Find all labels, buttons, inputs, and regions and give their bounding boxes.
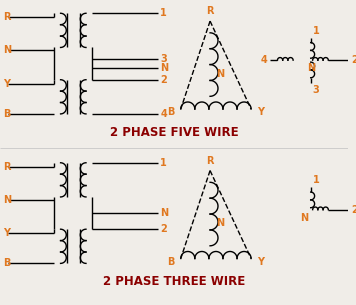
- Text: 2 PHASE FIVE WIRE: 2 PHASE FIVE WIRE: [110, 126, 238, 139]
- Text: R: R: [206, 156, 214, 166]
- Text: 4: 4: [261, 55, 268, 65]
- Text: R: R: [206, 6, 214, 16]
- Text: R: R: [3, 12, 10, 22]
- Text: R: R: [3, 162, 10, 172]
- Text: 3: 3: [313, 84, 319, 95]
- Text: 2: 2: [351, 55, 356, 65]
- Text: 2: 2: [160, 75, 167, 85]
- Text: Y: Y: [3, 79, 10, 89]
- Text: Y: Y: [257, 107, 265, 117]
- Text: N: N: [216, 69, 224, 79]
- Text: 3: 3: [160, 54, 167, 64]
- Text: B: B: [167, 257, 175, 267]
- Text: B: B: [3, 258, 10, 268]
- Text: 1: 1: [313, 175, 319, 185]
- Text: N: N: [307, 63, 315, 73]
- Text: 2: 2: [351, 205, 356, 215]
- Text: 1: 1: [160, 158, 167, 168]
- Text: N: N: [3, 195, 11, 205]
- Text: 2: 2: [160, 224, 167, 234]
- Text: N: N: [216, 218, 224, 228]
- Text: Y: Y: [3, 228, 10, 238]
- Text: Y: Y: [257, 257, 265, 267]
- Text: 1: 1: [313, 26, 319, 36]
- Text: 2 PHASE THREE WIRE: 2 PHASE THREE WIRE: [103, 275, 245, 289]
- Text: N: N: [300, 213, 309, 223]
- Text: 4: 4: [160, 109, 167, 119]
- Text: N: N: [3, 45, 11, 56]
- Text: B: B: [3, 109, 10, 119]
- Text: N: N: [160, 63, 168, 74]
- Text: 1: 1: [160, 8, 167, 18]
- Text: N: N: [160, 208, 168, 218]
- Text: B: B: [167, 107, 175, 117]
